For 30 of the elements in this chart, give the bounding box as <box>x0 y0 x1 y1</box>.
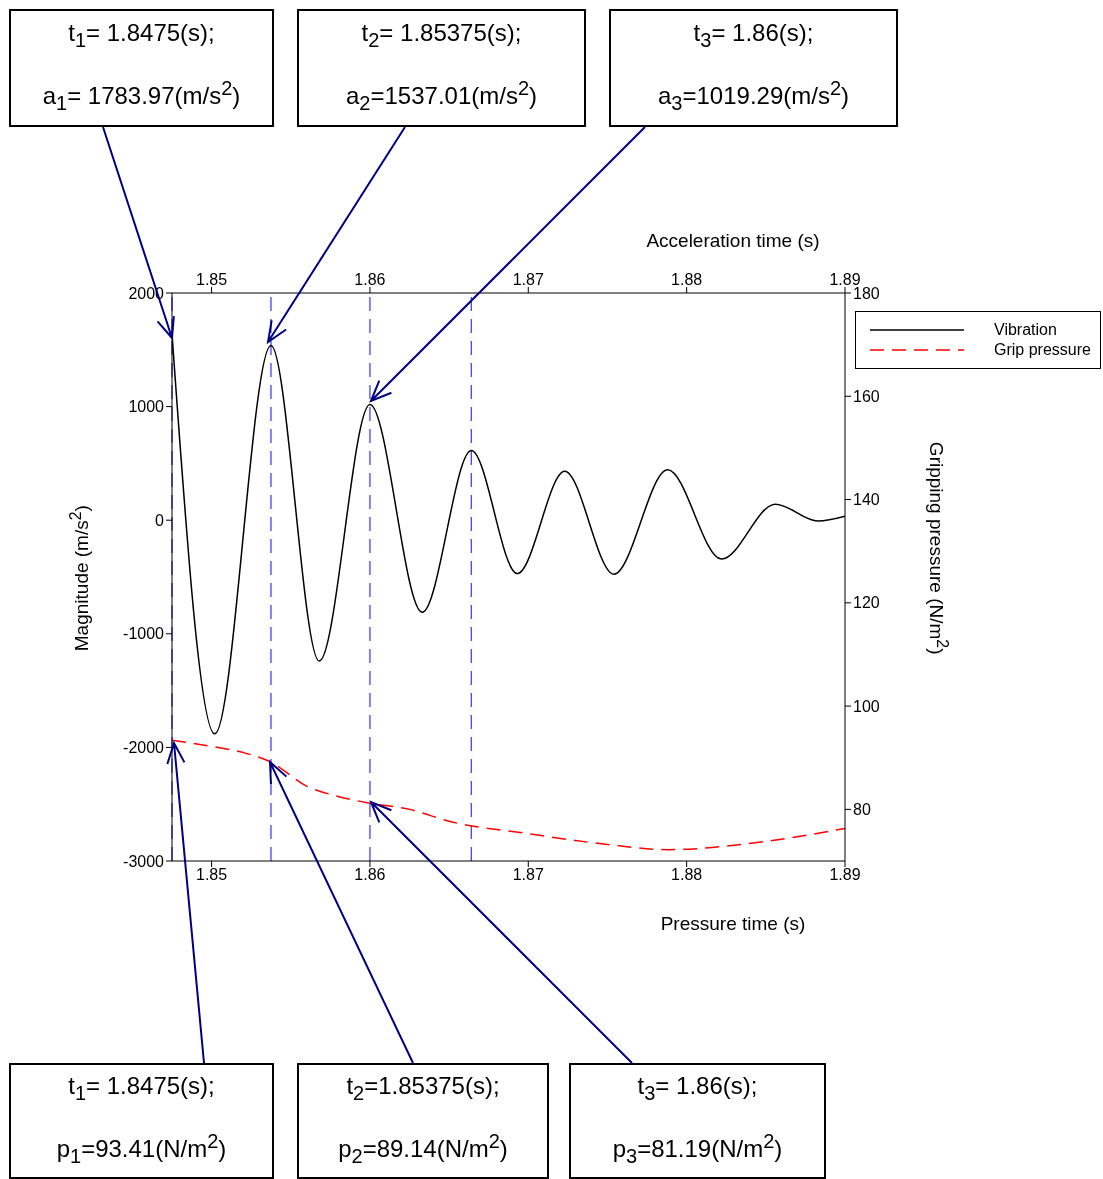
y2-tick-label: 160 <box>853 387 880 405</box>
x-tick-label: 1.86 <box>354 271 386 288</box>
x-tick-label: 1.88 <box>671 271 703 288</box>
y-tick-label: 0 <box>155 511 165 529</box>
y2-tick-label: 100 <box>853 697 880 715</box>
x2-tick-label: 1.88 <box>671 866 703 884</box>
text: Grip pressure <box>994 341 1091 359</box>
x2-axis-title: Acceleration time (s) <box>645 230 821 252</box>
text: Vibration <box>994 321 1057 339</box>
text: t$_{3}$= 1.86(s); p$_{3}$=81.19(N/m$^{2}$) <box>612 1072 783 1167</box>
line-series <box>172 739 845 851</box>
x-tick-label: 1.85 <box>196 271 228 288</box>
x-tick-label: 1.87 <box>512 271 544 288</box>
text: t$_{2}$=1.85375(s); p$_{2}$=89.14(N/m$^{2}$) <box>338 1072 508 1167</box>
text: t$_{1}$= 1.8475(s); p$_{1}$=93.41(N/m$^{2}$) <box>56 1072 227 1167</box>
x2-tick-label: 1.86 <box>354 866 386 884</box>
y2-tick-label: 140 <box>853 491 880 509</box>
text: t$_{1}$= 1.8475(s); a$_{1}$= 1783.97(m/s$^{2}$) <box>42 19 241 114</box>
text: t$_{2}$= 1.85375(s); a$_{2}$=1537.01(m/s$^{2}$) <box>345 19 538 114</box>
y2-tick-label: 120 <box>853 594 880 612</box>
y-tick-label: -3000 <box>123 852 165 870</box>
text: t$_{3}$= 1.86(s); a$_{3}$=1019.29(m/s$^{2}$) <box>657 19 850 114</box>
y-tick-label: -1000 <box>123 625 165 643</box>
y2-tick-label: 80 <box>853 801 871 819</box>
x2-tick-label: 1.89 <box>829 866 861 884</box>
x2-tick-label: 1.85 <box>196 866 228 884</box>
x2-tick-label: 1.87 <box>512 866 544 884</box>
x-axis-title: Pressure time (s) <box>659 913 807 935</box>
y-tick-label: -2000 <box>123 739 165 757</box>
y-tick-label: 1000 <box>128 398 165 416</box>
